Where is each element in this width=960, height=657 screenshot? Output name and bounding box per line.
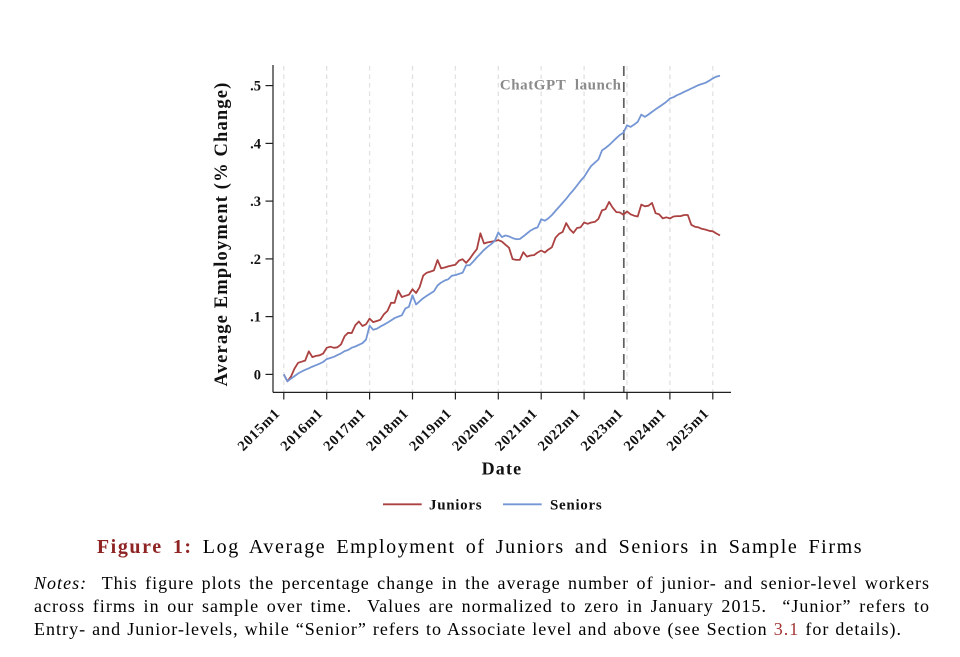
svg-text:2021m1: 2021m1 (492, 406, 541, 455)
svg-text:2015m1: 2015m1 (235, 406, 284, 455)
svg-text:2025m1: 2025m1 (664, 406, 713, 455)
svg-text:.5: .5 (250, 79, 261, 95)
svg-text:2017m1: 2017m1 (321, 406, 370, 455)
svg-text:.3: .3 (250, 194, 261, 210)
svg-text:2022m1: 2022m1 (535, 406, 584, 455)
svg-text:2016m1: 2016m1 (278, 406, 327, 455)
svg-text:ChatGPT launch: ChatGPT launch (500, 78, 622, 94)
svg-text:Juniors: Juniors (429, 498, 482, 514)
svg-text:Date: Date (482, 459, 523, 479)
svg-text:2020m1: 2020m1 (449, 406, 498, 455)
svg-text:2023m1: 2023m1 (578, 406, 627, 455)
svg-text:Seniors: Seniors (550, 498, 602, 514)
svg-text:.4: .4 (250, 136, 261, 152)
svg-text:0: 0 (254, 367, 261, 383)
svg-text:2018m1: 2018m1 (363, 406, 412, 455)
svg-text:.2: .2 (250, 252, 261, 268)
svg-text:Average Employment (% Change): Average Employment (% Change) (212, 82, 232, 387)
svg-text:.1: .1 (250, 310, 261, 326)
svg-text:2024m1: 2024m1 (621, 406, 670, 455)
svg-text:2019m1: 2019m1 (406, 406, 455, 455)
